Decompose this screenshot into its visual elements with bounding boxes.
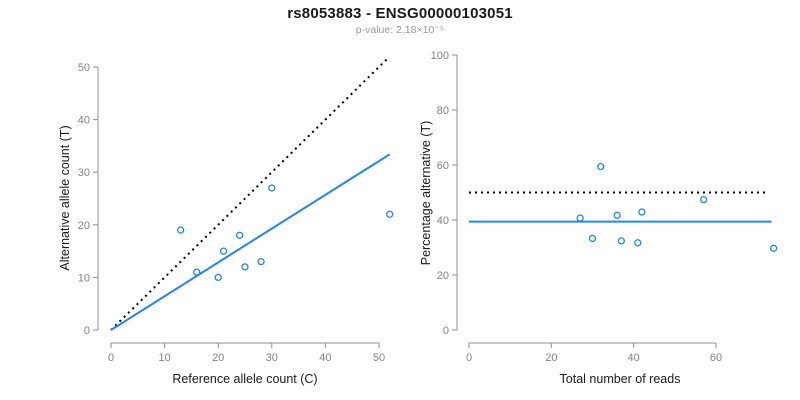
x-tick-label: 10: [158, 352, 170, 364]
data-point: [193, 268, 201, 276]
data-point: [257, 257, 265, 266]
data-point: [241, 263, 249, 271]
y-tick-label: 20: [78, 220, 90, 232]
data-point: [634, 239, 642, 247]
data-point: [700, 195, 708, 204]
data-point: [597, 162, 605, 171]
right-scatter-panel: 0 20 40 60 0 20 40 60 80 100 Total number of reads…: [419, 50, 778, 386]
data-point: [214, 273, 222, 282]
x-tick-label: 0: [108, 352, 114, 364]
data-point: [235, 231, 244, 239]
y-tick-label: 60: [437, 160, 449, 172]
y-axis-label: Alternative allele count (T): [58, 125, 72, 270]
chart-title: rs8053883 - ENSG00000103051: [287, 5, 513, 22]
x-tick-label: 20: [212, 352, 224, 364]
y-tick-label: 50: [78, 62, 90, 74]
x-tick-label: 40: [628, 352, 640, 364]
y-tick-label: 40: [437, 215, 449, 227]
x-axis-label: Total number of reads: [560, 372, 681, 386]
regression-line: [110, 153, 391, 331]
x-tick-label: 60: [710, 352, 722, 364]
data-point: [177, 226, 185, 234]
x-tick-label: 30: [266, 352, 278, 364]
x-tick-label: 0: [466, 352, 472, 364]
data-point: [617, 237, 625, 245]
data-point: [638, 208, 646, 216]
y-tick-label: 0: [84, 325, 90, 337]
identity-line: [110, 58, 388, 331]
chart-subtitle: p-value: 2.18×10⁻⁵: [355, 24, 445, 36]
x-tick-label: 20: [545, 352, 557, 364]
y-axis-label: Percentage alternative (T): [419, 121, 433, 266]
data-point: [588, 234, 597, 243]
y-tick-label: 100: [431, 50, 449, 62]
y-tick-label: 20: [437, 270, 449, 282]
x-axis-label: Reference allele count (C): [172, 372, 317, 386]
left-scatter-panel: 0 10 20 30 40 50 0 10 20 30 40 50 Reference allele c…: [58, 58, 394, 386]
data-point: [613, 211, 621, 219]
data-point: [219, 247, 228, 255]
y-tick-label: 0: [443, 325, 449, 337]
y-tick-label: 10: [78, 272, 90, 284]
x-tick-label: 50: [373, 352, 385, 364]
data-point: [386, 210, 394, 218]
data-point: [769, 244, 778, 252]
y-tick-label: 40: [78, 115, 90, 127]
y-tick-label: 80: [437, 105, 449, 117]
x-tick-label: 40: [319, 352, 331, 364]
y-tick-label: 30: [78, 167, 90, 179]
data-point: [268, 184, 276, 192]
data-point: [576, 214, 584, 222]
